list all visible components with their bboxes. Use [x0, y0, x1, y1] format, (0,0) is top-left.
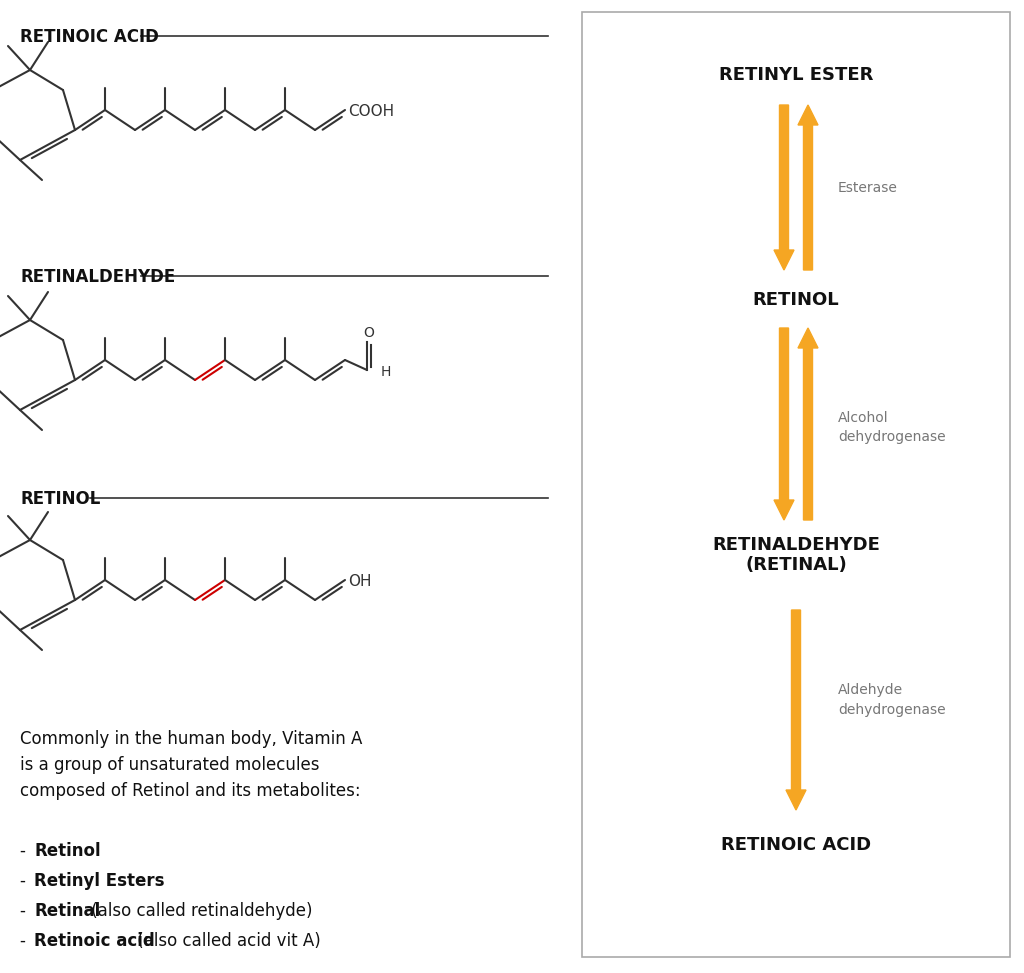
- Text: RETINOIC ACID: RETINOIC ACID: [20, 28, 159, 46]
- Text: -: -: [20, 842, 30, 860]
- Text: Retinal: Retinal: [34, 902, 100, 920]
- Text: composed of Retinol and its metabolites:: composed of Retinol and its metabolites:: [20, 782, 360, 800]
- Text: is a group of unsaturated molecules: is a group of unsaturated molecules: [20, 756, 319, 774]
- Text: Alcohol
dehydrogenase: Alcohol dehydrogenase: [838, 411, 945, 445]
- FancyArrow shape: [786, 610, 806, 810]
- Text: RETINOL: RETINOL: [20, 490, 100, 508]
- Text: Esterase: Esterase: [838, 181, 898, 195]
- Text: COOH: COOH: [348, 104, 394, 120]
- FancyArrow shape: [774, 328, 794, 520]
- Text: -: -: [20, 872, 30, 890]
- Text: Commonly in the human body, Vitamin A: Commonly in the human body, Vitamin A: [20, 730, 362, 748]
- FancyArrow shape: [798, 328, 818, 520]
- Text: RETINALDEHYDE
(RETINAL): RETINALDEHYDE (RETINAL): [712, 535, 880, 574]
- Text: O: O: [364, 326, 375, 340]
- Text: Aldehyde
dehydrogenase: Aldehyde dehydrogenase: [838, 683, 945, 717]
- Text: OH: OH: [348, 574, 372, 590]
- Text: (also called retinaldehyde): (also called retinaldehyde): [86, 902, 313, 920]
- Text: (also called acid vit A): (also called acid vit A): [131, 932, 321, 950]
- Text: Retinol: Retinol: [34, 842, 100, 860]
- Text: RETINOIC ACID: RETINOIC ACID: [721, 836, 871, 854]
- Text: -: -: [20, 932, 30, 950]
- Text: Retinyl Esters: Retinyl Esters: [34, 872, 165, 890]
- Text: Retinoic acid: Retinoic acid: [34, 932, 155, 950]
- FancyArrow shape: [798, 105, 818, 270]
- Text: RETINOL: RETINOL: [753, 291, 840, 309]
- Text: -: -: [20, 902, 30, 920]
- Text: H: H: [381, 365, 391, 379]
- Text: RETINYL ESTER: RETINYL ESTER: [719, 66, 873, 84]
- Bar: [582, 12, 1010, 957]
- FancyArrow shape: [774, 105, 794, 270]
- Text: RETINALDEHYDE: RETINALDEHYDE: [20, 268, 175, 286]
